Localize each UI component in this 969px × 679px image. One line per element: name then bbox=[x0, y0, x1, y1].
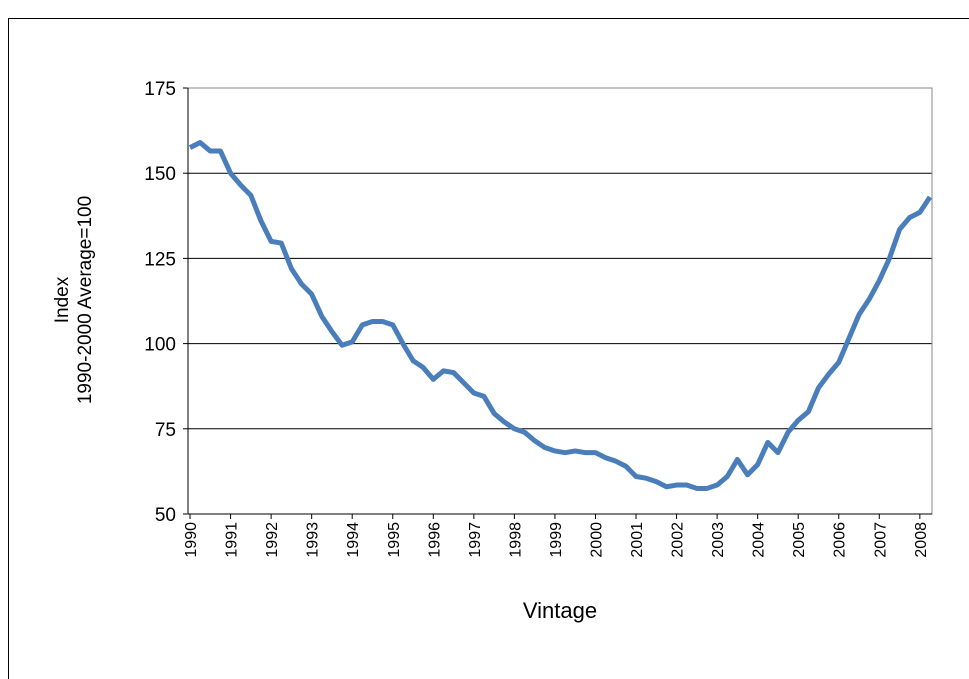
x-tick-label: 2005 bbox=[791, 522, 808, 558]
y-tick-label: 150 bbox=[144, 164, 176, 185]
x-tick-label: 1997 bbox=[467, 522, 484, 558]
x-tick-label: 2007 bbox=[872, 522, 889, 558]
x-tick-label: 1990 bbox=[183, 522, 200, 558]
frame bbox=[8, 18, 969, 679]
y-tick-label: 50 bbox=[155, 505, 176, 526]
x-tick-label: 1999 bbox=[548, 522, 565, 558]
x-tick-label: 2006 bbox=[832, 522, 849, 558]
y-axis-title: Index bbox=[52, 276, 73, 323]
x-tick-label: 2004 bbox=[751, 522, 768, 558]
y-tick-label: 100 bbox=[144, 335, 176, 356]
x-tick-label: 2001 bbox=[629, 522, 646, 558]
x-tick-label: 1992 bbox=[264, 522, 281, 558]
x-tick-label: 1993 bbox=[305, 522, 322, 558]
x-tick-label: 2003 bbox=[710, 522, 727, 558]
x-axis-title: Vintage bbox=[523, 598, 597, 623]
y-tick-label: 175 bbox=[144, 79, 176, 100]
x-tick-label: 1996 bbox=[426, 522, 443, 558]
y-tick-label: 75 bbox=[155, 420, 176, 441]
x-tick-label: 1998 bbox=[507, 522, 524, 558]
x-tick-label: 1991 bbox=[224, 522, 241, 558]
data-line bbox=[188, 140, 933, 491]
y-tick-label: 125 bbox=[144, 249, 176, 270]
x-tick-label: 1995 bbox=[386, 522, 403, 558]
x-tick-label: 2008 bbox=[913, 522, 930, 558]
x-tick-label: 2000 bbox=[588, 522, 605, 558]
x-tick-label: 1994 bbox=[345, 522, 362, 558]
y-axis-title: 1990-2000 Average=100 bbox=[75, 196, 96, 404]
x-tick-label: 2002 bbox=[670, 522, 687, 558]
